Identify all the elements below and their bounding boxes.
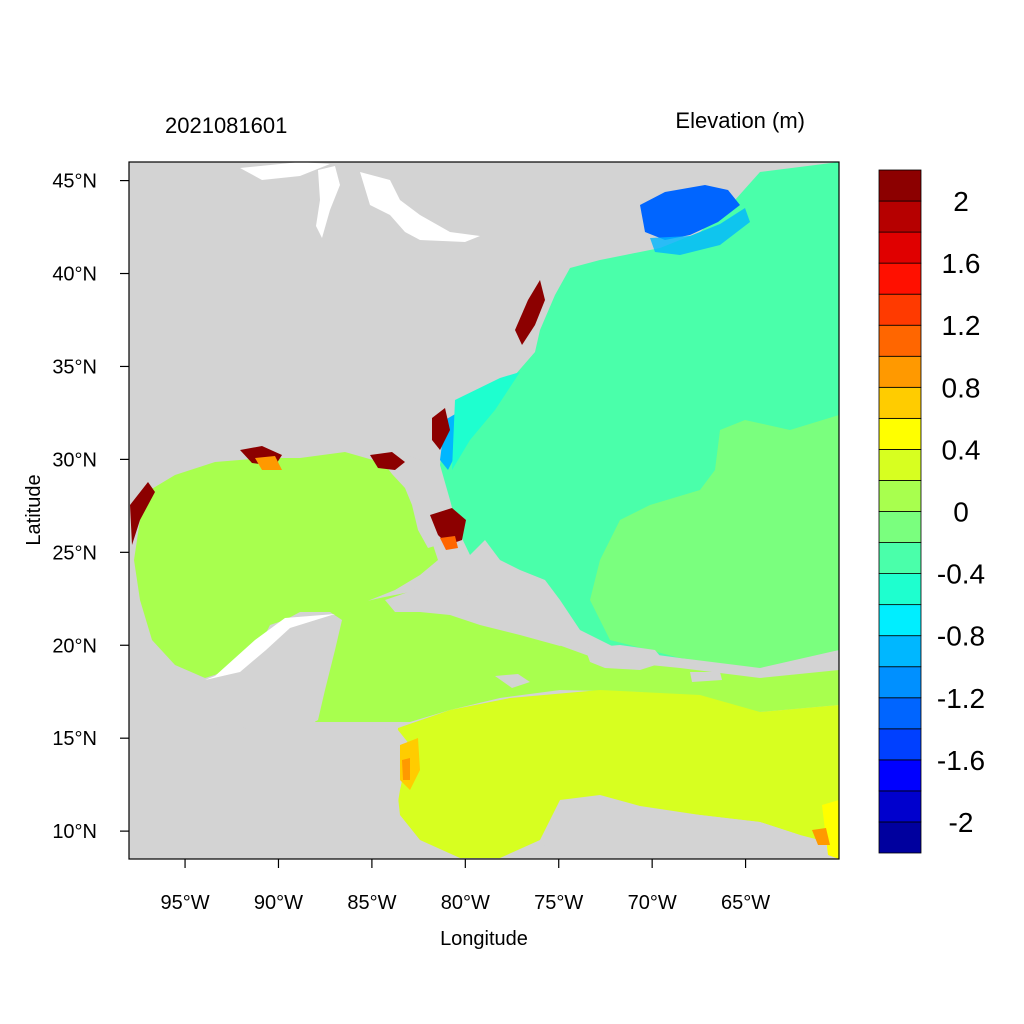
y-axis-label: Latitude [23, 474, 45, 545]
colorbar-label: 1.2 [942, 310, 981, 341]
colorbar-label: 1.6 [942, 248, 981, 279]
hispaniola [585, 645, 665, 670]
y-tick-label: 25°N [52, 542, 97, 564]
variable-title: Elevation (m) [675, 108, 805, 133]
colorbar-label: 0.4 [942, 434, 981, 465]
y-tick-label: 40°N [52, 264, 97, 286]
x-tick-label: 85°W [347, 892, 396, 914]
x-tick-label: 80°W [441, 892, 490, 914]
colorbar-swatch [878, 666, 922, 699]
colorbar-swatch [878, 231, 922, 264]
lake-michigan [316, 166, 340, 238]
colorbar-swatch [878, 355, 922, 388]
colorbar-swatch [878, 480, 922, 512]
caribbean-sea [395, 690, 839, 859]
colorbar-label: -2 [949, 807, 974, 838]
trinidad-surge [822, 800, 839, 859]
colorbar-swatch [878, 262, 922, 295]
cuba [385, 588, 575, 646]
caribbean-north [315, 590, 839, 722]
big-bend-surge [370, 452, 405, 470]
colorbar-swatch [878, 386, 922, 419]
colorbar-label: 2 [953, 186, 969, 217]
colorbar-swatch [878, 293, 922, 326]
x-axis: 95°W 90°W 85°W 80°W 75°W 70°W 65°W [160, 859, 770, 914]
colorbar-swatch [878, 324, 922, 357]
y-tick-label: 45°N [52, 171, 97, 193]
south-america [540, 798, 839, 859]
central-america [129, 720, 420, 859]
x-tick-label: 65°W [721, 892, 770, 914]
x-tick-label: 70°W [628, 892, 677, 914]
y-tick-label: 10°N [52, 821, 97, 843]
se-coast-near [452, 372, 520, 470]
map-area [129, 162, 839, 859]
yucatan [215, 612, 342, 730]
gulf-of-maine-rim [650, 208, 750, 255]
east-coast-surge [515, 280, 545, 345]
plot-frame [128, 161, 840, 860]
x-tick-label: 90°W [254, 892, 303, 914]
y-axis: 45°N 40°N 35°N 30°N 25°N 20°N 15°N 10°N [52, 171, 129, 843]
trinidad-surge-core [812, 828, 830, 845]
colorbar-label: 0.8 [942, 372, 981, 403]
y-tick-label: 30°N [52, 449, 97, 471]
colorbar-label: -1.2 [937, 683, 985, 714]
texas-surge [130, 482, 155, 545]
y-tick-label: 35°N [52, 356, 97, 378]
colorbar-swatch [878, 511, 922, 543]
x-axis-label: Longitude [440, 928, 528, 950]
colorbar-label: 0 [953, 497, 969, 528]
x-tick-label: 75°W [534, 892, 583, 914]
colorbar-label: -0.8 [937, 621, 985, 652]
florida-surge-edge [440, 536, 458, 550]
colorbar-swatch [878, 821, 922, 854]
gulf-of-maine [640, 185, 740, 240]
florida [380, 456, 442, 548]
colorbar-swatch [878, 417, 922, 450]
louisiana-surge-edge [255, 456, 282, 470]
colorbar-swatch [878, 790, 922, 823]
florida-surge [430, 508, 466, 545]
lake-superior [240, 162, 330, 180]
date-title: 2021081601 [165, 113, 287, 138]
colorbar-swatch [878, 635, 922, 668]
jamaica [495, 674, 530, 688]
colorbar-swatch [878, 697, 922, 730]
colorbar-swatch [878, 573, 922, 606]
puerto-rico [690, 672, 722, 682]
gulf-of-mexico [134, 452, 438, 678]
colorbar-swatch [878, 759, 922, 792]
colorbar-swatch [878, 604, 922, 637]
colorbar: 2 1.6 1.2 0.8 0.4 0 -0.4 -0.8 -1.2 -1.6 -2 [878, 169, 985, 854]
lake-huron-erie [360, 172, 480, 242]
colorbar-swatch [878, 542, 922, 574]
colorbar-swatch [878, 200, 922, 233]
colorbar-swatch [878, 169, 922, 202]
colorbar-swatch [878, 449, 922, 481]
atlantic-east [590, 415, 839, 668]
y-tick-label: 20°N [52, 635, 97, 657]
y-tick-label: 15°N [52, 728, 97, 750]
colorbar-label: -0.4 [937, 559, 985, 590]
carolina-surge [432, 408, 450, 450]
honduras-surge-core [402, 758, 410, 780]
colorbar-swatch [878, 728, 922, 761]
baja-coast-white [205, 614, 335, 680]
x-tick-label: 95°W [160, 892, 209, 914]
colorbar-label: -1.6 [937, 745, 985, 776]
